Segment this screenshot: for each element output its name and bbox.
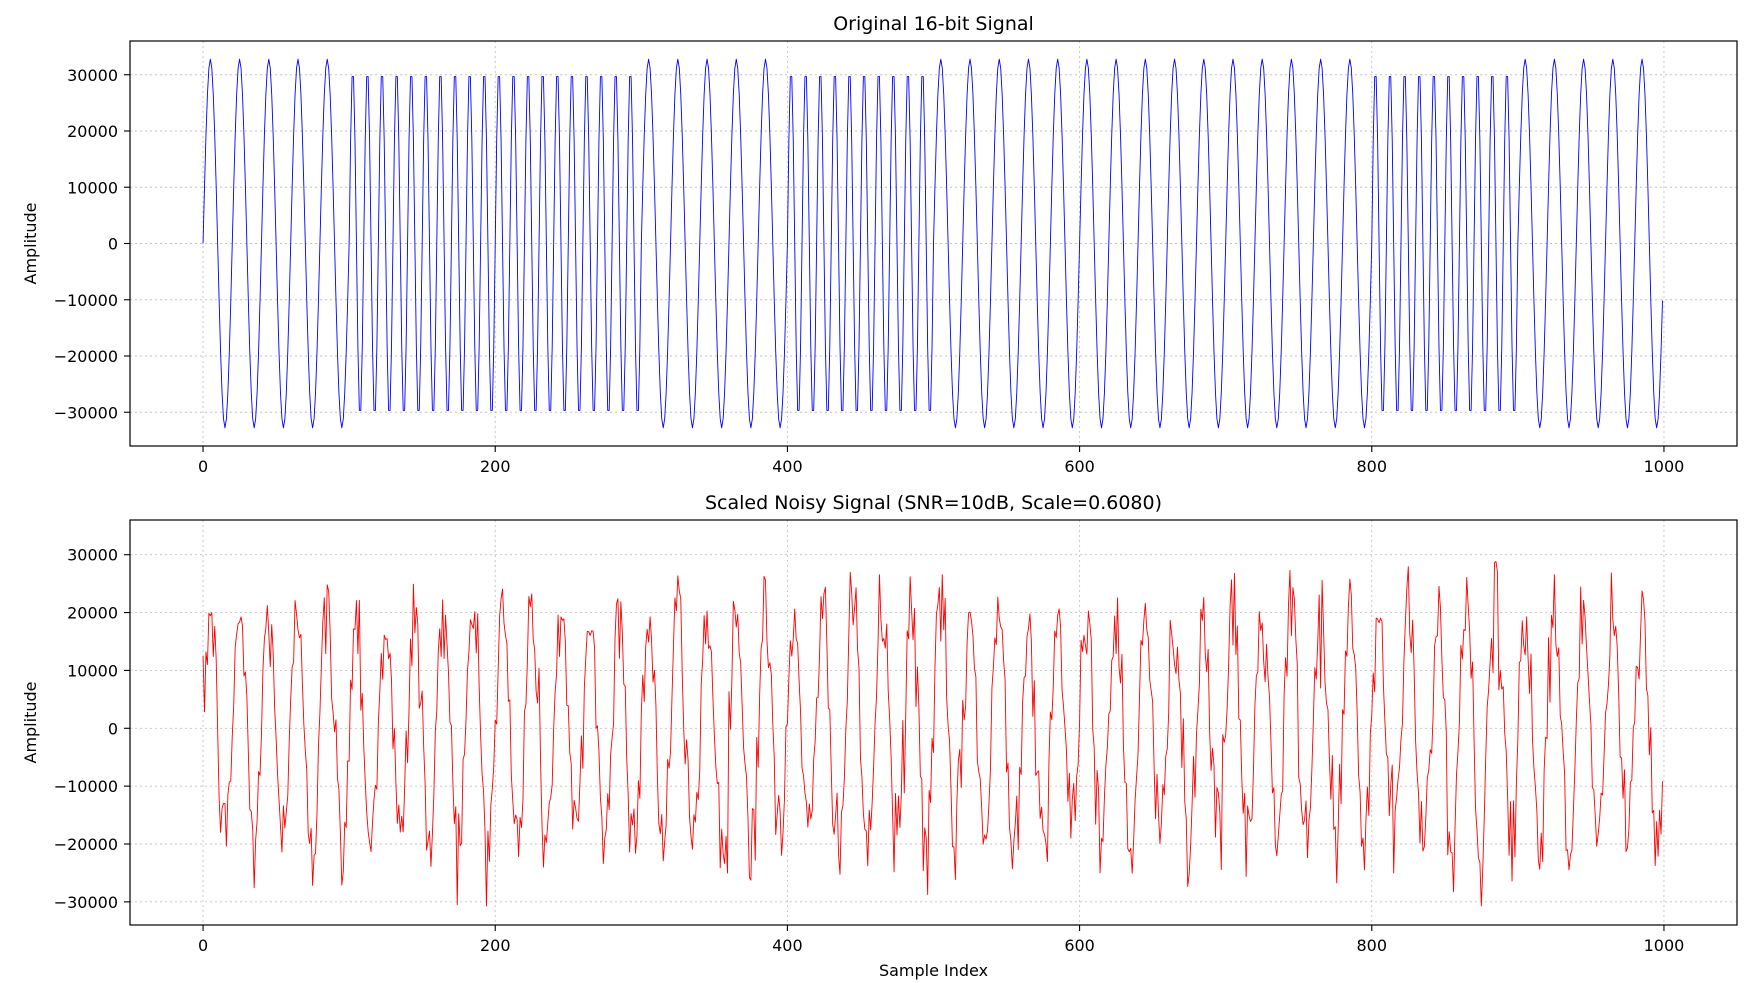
y-tick-label: −20000	[54, 347, 118, 366]
y-axis-ticks: −30000 −20000 −10000 0 10000 20000 30000	[54, 66, 130, 422]
x-tick-label: 600	[1064, 457, 1095, 476]
chart-noisy-signal: Scaled Noisy Signal (SNR=10dB, Scale=0.6…	[21, 492, 1738, 980]
x-tick-label: 1000	[1644, 457, 1685, 476]
plot-area	[202, 58, 1663, 429]
y-tick-label: 0	[108, 235, 118, 254]
x-axis-label: Sample Index	[879, 961, 988, 980]
y-axis-label: Amplitude	[21, 682, 40, 764]
y-tick-label: −30000	[54, 403, 118, 422]
x-tick-label: 800	[1356, 457, 1387, 476]
y-axis-ticks: −30000 −20000 −10000 0 10000 20000 30000	[54, 546, 130, 912]
x-tick-label: 200	[480, 457, 511, 476]
plot-area	[202, 561, 1663, 907]
axes-frame	[129, 40, 1738, 447]
x-tick-label: 1000	[1644, 936, 1685, 955]
y-tick-label: 20000	[67, 604, 118, 623]
x-tick-label: 400	[772, 457, 803, 476]
chart-title: Scaled Noisy Signal (SNR=10dB, Scale=0.6…	[705, 492, 1162, 514]
series-line	[202, 58, 1663, 429]
y-tick-label: −10000	[54, 777, 118, 796]
x-axis-ticks: 0 200 400 600 800 1000	[198, 925, 1684, 955]
x-axis-ticks: 0 200 400 600 800 1000	[198, 446, 1684, 476]
y-tick-label: 20000	[67, 122, 118, 141]
y-tick-label: 30000	[67, 546, 118, 565]
y-axis-label: Amplitude	[21, 203, 40, 285]
y-tick-label: −20000	[54, 835, 118, 854]
series-line	[202, 561, 1663, 907]
chart-original-signal: Original 16-bit Signal Amplitude 0 200 400…	[21, 13, 1738, 476]
y-tick-label: 10000	[67, 178, 118, 197]
y-tick-label: 30000	[67, 66, 118, 85]
chart-title: Original 16-bit Signal	[833, 13, 1034, 35]
y-tick-label: −10000	[54, 291, 118, 310]
y-tick-label: −30000	[54, 893, 118, 912]
x-tick-label: 400	[772, 936, 803, 955]
y-tick-label: 10000	[67, 661, 118, 680]
x-tick-label: 800	[1356, 936, 1387, 955]
x-tick-label: 600	[1064, 936, 1095, 955]
x-tick-label: 0	[198, 936, 208, 955]
y-tick-label: 0	[108, 719, 118, 738]
x-tick-label: 200	[480, 936, 511, 955]
axes-frame	[129, 519, 1738, 926]
x-tick-label: 0	[198, 457, 208, 476]
